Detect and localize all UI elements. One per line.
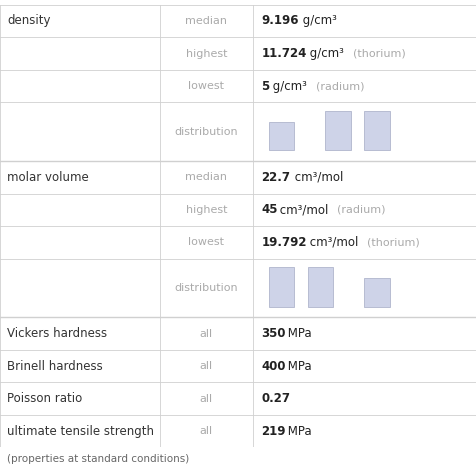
Text: 19.792: 19.792 <box>261 236 306 249</box>
Text: 9.196: 9.196 <box>261 15 298 27</box>
Text: lowest: lowest <box>188 81 224 91</box>
Text: 22.7: 22.7 <box>261 171 290 184</box>
Text: g/cm³: g/cm³ <box>268 80 306 93</box>
Text: MPa: MPa <box>283 327 311 340</box>
Text: all: all <box>199 361 212 371</box>
Text: all: all <box>199 328 212 339</box>
Text: Brinell hardness: Brinell hardness <box>7 359 103 373</box>
Text: (thorium): (thorium) <box>346 49 405 58</box>
Text: 5: 5 <box>261 80 269 93</box>
Bar <box>363 111 389 150</box>
Bar <box>307 268 333 307</box>
Text: 350: 350 <box>261 327 285 340</box>
Text: 400: 400 <box>261 359 285 373</box>
Text: 11.724: 11.724 <box>261 47 306 60</box>
Text: (radium): (radium) <box>308 81 364 91</box>
Text: distribution: distribution <box>174 283 238 293</box>
Text: highest: highest <box>185 205 227 215</box>
Text: (properties at standard conditions): (properties at standard conditions) <box>7 454 189 464</box>
Text: g/cm³: g/cm³ <box>298 15 336 27</box>
Text: median: median <box>185 16 227 26</box>
Text: (radium): (radium) <box>329 205 385 215</box>
Text: distribution: distribution <box>174 127 238 137</box>
Text: Vickers hardness: Vickers hardness <box>7 327 107 340</box>
Text: (thorium): (thorium) <box>359 237 419 247</box>
Text: all: all <box>199 426 212 436</box>
Text: Poisson ratio: Poisson ratio <box>7 392 82 405</box>
Bar <box>268 268 294 307</box>
Text: cm³/mol: cm³/mol <box>276 203 328 216</box>
Bar <box>325 111 350 150</box>
Bar <box>268 122 294 150</box>
Text: 0.27: 0.27 <box>261 392 290 405</box>
Text: highest: highest <box>185 49 227 58</box>
Text: molar volume: molar volume <box>7 171 89 184</box>
Text: cm³/mol: cm³/mol <box>306 236 357 249</box>
Text: density: density <box>7 15 50 27</box>
Text: cm³/mol: cm³/mol <box>290 171 343 184</box>
Text: MPa: MPa <box>283 425 311 438</box>
Text: MPa: MPa <box>283 359 311 373</box>
Text: median: median <box>185 172 227 182</box>
Text: 45: 45 <box>261 203 278 216</box>
Text: 219: 219 <box>261 425 285 438</box>
Text: all: all <box>199 394 212 404</box>
Text: lowest: lowest <box>188 237 224 247</box>
Bar <box>363 278 389 307</box>
Text: ultimate tensile strength: ultimate tensile strength <box>7 425 154 438</box>
Text: g/cm³: g/cm³ <box>306 47 343 60</box>
